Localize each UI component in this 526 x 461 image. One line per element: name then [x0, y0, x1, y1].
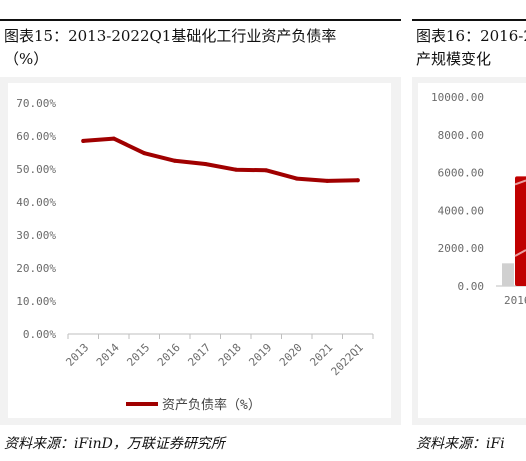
x-tick-label: 2020: [277, 341, 305, 369]
data-point: [294, 176, 299, 181]
right-chart-title: 图表16：2016-2: [416, 27, 526, 45]
data-point: [111, 136, 116, 141]
data-point: [264, 168, 269, 173]
left-chart-title-unit: （%）: [4, 50, 49, 68]
data-point: [172, 158, 177, 163]
bar-red: [515, 176, 526, 286]
x-tick-label: 2018: [216, 341, 244, 369]
left-chart-panel: 0.00% 10.00% 20.00% 30.00% 40.00% 50.00% 60.00…: [0, 77, 401, 425]
right-chart-title-unit: 产规模变化: [416, 50, 492, 68]
data-point: [233, 167, 238, 172]
y-tick-label: 20.00%: [16, 262, 56, 275]
data-point: [325, 178, 330, 183]
data-point: [355, 178, 360, 183]
y-tick-label: 60.00%: [16, 130, 56, 143]
y-tick-label: 40.00%: [16, 196, 56, 209]
data-point: [142, 151, 147, 156]
y-tick-label: 0.00%: [23, 328, 56, 341]
left-source-note: 资料来源：iFinD，万联证券研究所: [4, 436, 225, 452]
bar-trend-stroke: [514, 179, 526, 186]
y-tick-label: 30.00%: [16, 229, 56, 242]
bar-gray: [502, 263, 514, 286]
left-line-chart: 0.00% 10.00% 20.00% 30.00% 40.00% 50.00% 60.00…: [16, 97, 374, 413]
right-chart-plot-area: 0.00 2000.00 4000.00 6000.00 8000.00 10000.00…: [418, 83, 526, 418]
y-tick-label: 8000.00: [438, 129, 484, 142]
data-point: [203, 162, 208, 167]
x-tick-label: 2016: [155, 341, 183, 369]
bar-trend-stroke: [514, 249, 526, 257]
y-tick-label: 2000.00: [438, 242, 484, 255]
left-chart-plot-area: 0.00% 10.00% 20.00% 30.00% 40.00% 50.00% 60.00…: [8, 83, 391, 418]
series-line-debt-ratio: [81, 136, 360, 183]
data-point: [81, 138, 86, 143]
right-chart-panel: 0.00 2000.00 4000.00 6000.00 8000.00 10000.00…: [412, 77, 526, 425]
x-tick-label: 2019: [246, 341, 274, 369]
x-tick-label: 2022Q1: [329, 341, 366, 378]
y-tick-label: 10000.00: [431, 91, 484, 104]
y-tick-label: 6000.00: [438, 167, 484, 180]
right-source-note: 资料来源：iFi: [416, 436, 505, 452]
left-chart-title: 图表15：2013-2022Q1基础化工行业资产负债率: [4, 27, 337, 45]
left-top-rule: [0, 19, 401, 21]
x-tick-label: 2021: [307, 341, 335, 369]
x-tick-label: 2013: [63, 341, 91, 369]
y-tick-label: 4000.00: [438, 204, 484, 217]
right-bar-chart: 0.00 2000.00 4000.00 6000.00 8000.00 10000.00…: [431, 91, 526, 307]
x-tick-label: 2016: [504, 294, 526, 307]
y-tick-label: 10.00%: [16, 295, 56, 308]
y-tick-label: 0.00: [458, 280, 485, 293]
x-tick-label: 2017: [185, 341, 213, 369]
x-tick-label: 2014: [94, 341, 122, 369]
legend-label: 资产负债率（%）: [162, 397, 261, 413]
y-tick-label: 70.00%: [16, 97, 56, 110]
x-tick-label: 2015: [124, 341, 152, 369]
right-top-rule: [412, 19, 526, 21]
y-tick-label: 50.00%: [16, 163, 56, 176]
